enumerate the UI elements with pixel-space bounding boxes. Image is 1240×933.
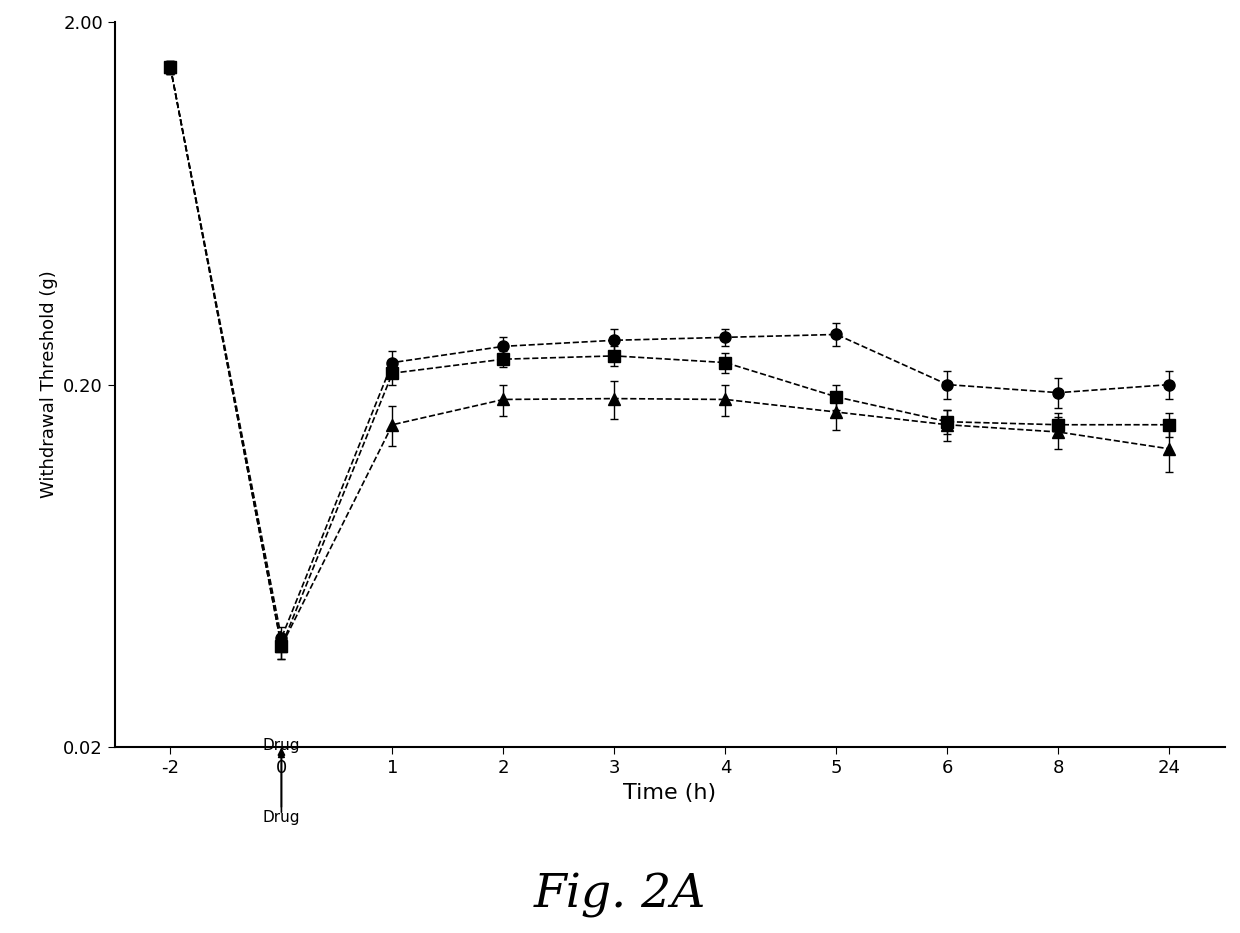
Text: Drug: Drug: [263, 738, 300, 753]
Text: Fig. 2A: Fig. 2A: [533, 873, 707, 918]
Y-axis label: Withdrawal Threshold (g): Withdrawal Threshold (g): [40, 271, 58, 498]
X-axis label: Time (h): Time (h): [624, 783, 717, 802]
Text: Drug: Drug: [263, 749, 300, 825]
